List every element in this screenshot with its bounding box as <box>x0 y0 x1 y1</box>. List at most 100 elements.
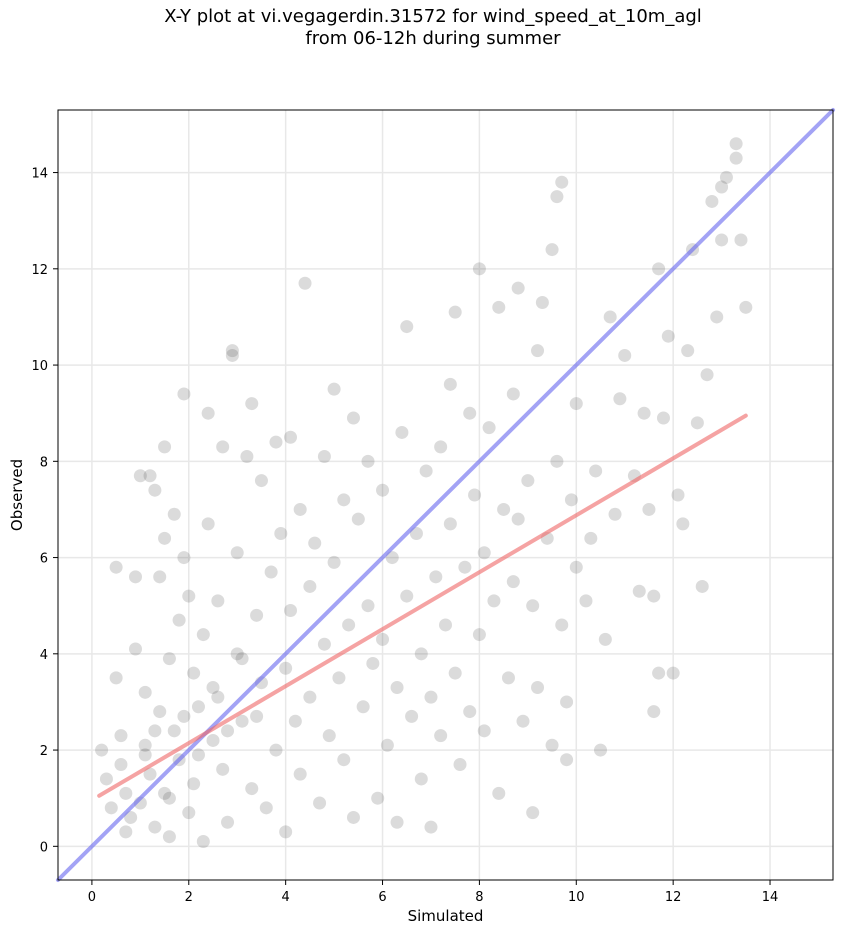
data-point <box>545 738 559 752</box>
data-point <box>371 791 385 805</box>
data-point <box>230 546 244 560</box>
data-point <box>303 690 317 704</box>
data-point <box>317 637 331 651</box>
data-point <box>148 820 162 834</box>
data-point <box>652 262 666 276</box>
data-point <box>506 387 520 401</box>
data-point <box>376 632 390 646</box>
data-point <box>109 560 123 574</box>
data-point <box>594 743 607 757</box>
data-point <box>419 464 433 478</box>
data-point <box>221 815 235 829</box>
data-point <box>618 348 632 362</box>
data-point <box>448 305 462 319</box>
data-point <box>162 791 176 805</box>
data-point <box>250 608 264 622</box>
identity-line <box>56 108 835 882</box>
data-point <box>240 450 254 463</box>
data-point <box>284 604 297 617</box>
data-point <box>143 767 157 781</box>
data-point <box>380 738 394 752</box>
data-point <box>99 772 113 786</box>
data-point <box>560 695 574 709</box>
data-point <box>506 575 520 589</box>
data-point <box>501 671 515 685</box>
data-point <box>424 820 438 834</box>
data-point <box>206 681 220 694</box>
y-tick-label: 6 <box>40 552 48 567</box>
x-tick-label: 4 <box>282 890 290 905</box>
data-point <box>162 830 176 844</box>
data-point <box>279 825 293 839</box>
x-tick-label: 10 <box>568 890 585 905</box>
scatter-points <box>95 137 753 848</box>
y-tick-label: 10 <box>31 359 48 374</box>
data-point <box>409 527 423 540</box>
data-point <box>211 690 225 704</box>
data-point <box>138 685 152 699</box>
data-point <box>739 300 753 314</box>
data-point <box>729 137 743 151</box>
data-point <box>589 464 603 478</box>
data-point <box>521 474 535 488</box>
data-point <box>143 469 157 483</box>
data-point <box>95 743 109 757</box>
data-point <box>545 243 559 257</box>
data-point <box>535 296 549 309</box>
data-point <box>414 647 428 661</box>
y-tick-label: 4 <box>40 648 48 663</box>
data-point <box>443 377 457 391</box>
data-point <box>390 815 404 829</box>
data-point <box>390 681 404 694</box>
data-point <box>206 733 220 747</box>
data-point <box>284 430 297 444</box>
data-point <box>681 344 695 358</box>
data-point <box>477 724 491 738</box>
data-point <box>472 628 486 642</box>
data-point <box>511 512 525 526</box>
data-point <box>511 281 525 295</box>
data-point <box>196 835 210 848</box>
data-point <box>177 387 191 401</box>
data-point <box>569 397 583 411</box>
data-point <box>555 618 569 632</box>
data-point <box>429 570 443 584</box>
data-point <box>346 411 360 425</box>
data-point <box>463 406 477 420</box>
data-point <box>235 652 249 666</box>
data-point <box>259 801 273 815</box>
data-point <box>434 440 448 454</box>
y-axis-label: Observed <box>8 459 26 531</box>
data-point <box>191 748 205 762</box>
data-point <box>245 782 259 796</box>
data-point <box>342 618 356 632</box>
data-point <box>647 705 661 719</box>
data-point <box>734 233 748 247</box>
data-point <box>642 502 656 516</box>
data-point <box>153 705 167 719</box>
data-point <box>279 661 293 675</box>
data-point <box>327 555 341 569</box>
chart-title-line-1: X-Y plot at vi.vegagerdin.31572 for wind… <box>164 6 702 27</box>
data-point <box>177 709 191 723</box>
chart-title-line-2: from 06-12h during summer <box>305 28 561 49</box>
data-point <box>221 724 235 738</box>
data-point <box>269 743 283 757</box>
data-point <box>225 344 239 358</box>
x-axis-label: Simulated <box>408 907 484 925</box>
data-point <box>187 666 201 680</box>
data-point <box>366 656 380 670</box>
data-point <box>715 233 729 247</box>
data-point <box>569 560 583 574</box>
data-point <box>424 690 438 704</box>
data-point <box>216 440 230 454</box>
x-tick-label: 6 <box>378 890 386 905</box>
data-point <box>434 729 448 743</box>
data-point <box>288 714 302 728</box>
data-point <box>317 450 331 463</box>
data-point <box>196 628 210 642</box>
data-point <box>337 493 351 507</box>
chart-title: X-Y plot at vi.vegagerdin.31572 for wind… <box>0 6 842 50</box>
data-point <box>395 425 409 439</box>
data-point <box>177 551 191 565</box>
